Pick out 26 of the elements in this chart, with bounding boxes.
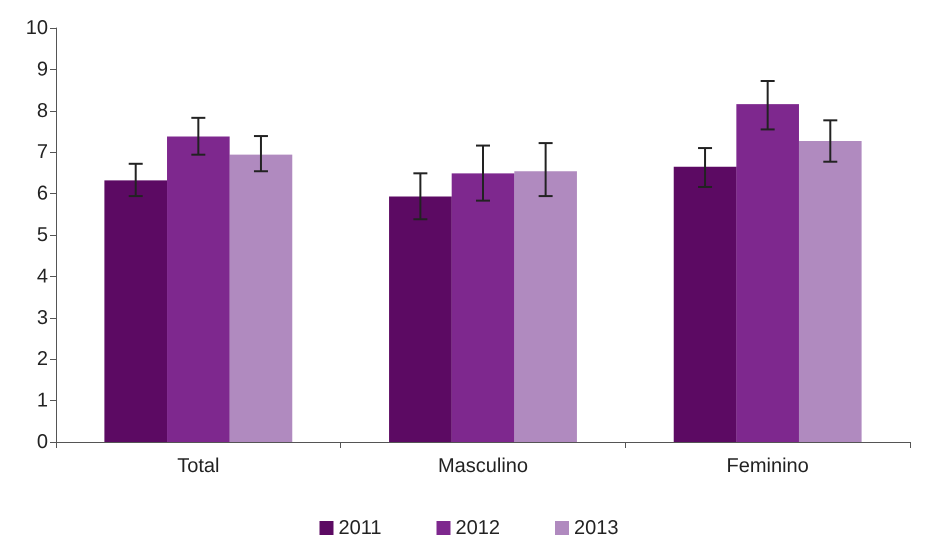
bar: [736, 104, 799, 442]
y-tick-label: 5: [36, 224, 48, 246]
legend-label: 2013: [574, 517, 619, 539]
y-tick-label: 3: [36, 306, 48, 329]
x-tick-label: Feminino: [726, 455, 809, 477]
bar: [452, 173, 514, 442]
y-tick-label: 8: [36, 100, 48, 122]
y-tick-label: 2: [36, 348, 48, 370]
legend-label: 2011: [338, 517, 382, 539]
y-tick-label: 6: [36, 182, 48, 205]
bar: [514, 171, 577, 442]
y-tick-label: 9: [36, 58, 48, 80]
y-tick-label: 0: [36, 431, 48, 453]
bar: [104, 180, 168, 442]
bar: [230, 154, 292, 442]
y-tick-label: 1: [36, 390, 48, 412]
bar: [389, 196, 452, 442]
bar: [798, 141, 862, 442]
x-tick-label: Total: [177, 455, 220, 477]
bar: [167, 136, 230, 442]
y-tick-label: 7: [36, 141, 48, 164]
bar: [674, 166, 736, 442]
y-tick-label: 10: [26, 17, 48, 39]
x-tick-label: Masculino: [438, 455, 528, 477]
legend-label: 2012: [456, 517, 500, 539]
y-tick-label: 4: [36, 265, 48, 288]
